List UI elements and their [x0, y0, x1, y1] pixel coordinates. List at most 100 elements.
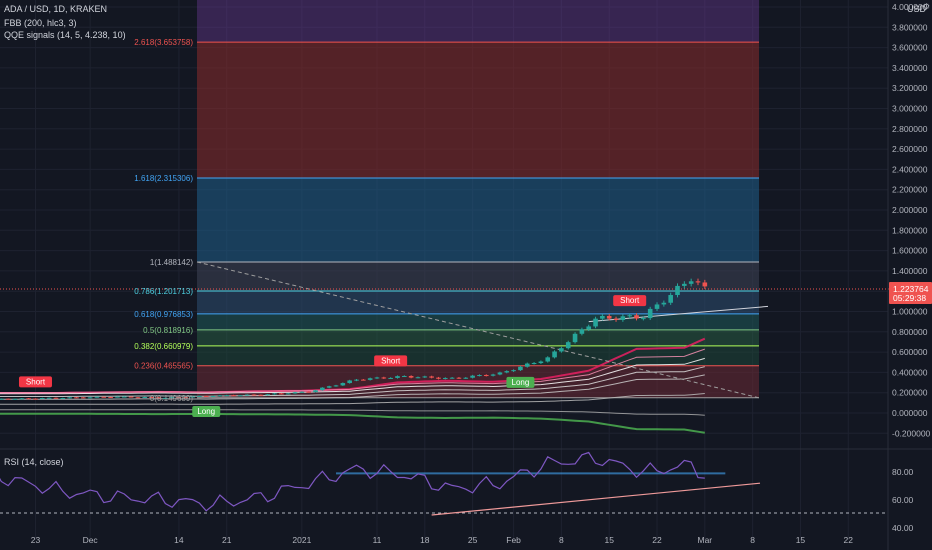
time-tick-label: Dec	[83, 535, 99, 545]
candle-body	[422, 376, 428, 378]
fib-zone	[197, 261, 759, 292]
signal-label-long: Long	[197, 407, 215, 416]
fbb-legend[interactable]: FBB (200, hlc3, 3)	[4, 18, 77, 28]
price-tick-label: 1.000000	[892, 307, 928, 317]
candle-body	[565, 342, 571, 349]
candle-body	[436, 377, 441, 379]
candle-body	[67, 397, 72, 399]
candle-body	[0, 398, 4, 400]
time-tick-label: 25	[468, 535, 478, 545]
signal-badge-short	[18, 376, 52, 388]
rsi-line	[0, 451, 705, 512]
candle-body	[121, 396, 127, 398]
candle-body	[244, 394, 250, 396]
candle-body	[285, 393, 291, 395]
signal-label-long: Long	[512, 378, 530, 387]
candle-body	[203, 395, 209, 397]
fib-label-0.786: 0.786(1.201713)	[134, 287, 193, 296]
band-line	[0, 348, 705, 393]
candle-body	[477, 375, 482, 377]
price-tick-label: -0.200000	[892, 428, 931, 438]
candle-body	[313, 390, 318, 393]
candle-body	[279, 393, 284, 395]
candle-body	[504, 371, 510, 373]
candle-body	[559, 348, 564, 352]
settings-icon[interactable]: ⚙	[922, 2, 930, 11]
candle-body	[641, 318, 646, 320]
price-candles	[0, 278, 708, 400]
time-tick-label: 21	[222, 535, 232, 545]
candle-body	[354, 379, 359, 381]
candle-body	[511, 370, 516, 372]
candle-body	[320, 387, 325, 391]
candle-body	[81, 397, 86, 399]
price-tick-label: 2.600000	[892, 144, 928, 154]
candle-body	[538, 361, 544, 364]
candle-body	[46, 397, 52, 399]
candle-body	[470, 375, 475, 378]
candle-body	[238, 395, 243, 397]
candle-body	[668, 295, 673, 303]
candle-body	[258, 394, 264, 396]
fib-label-1.618: 1.618(2.315306)	[134, 174, 193, 183]
price-tag-countdown: 05:29:38	[893, 293, 926, 303]
candle-body	[442, 377, 448, 379]
rsi-legend[interactable]: RSI (14, close)	[4, 457, 64, 467]
candle-body	[661, 302, 667, 305]
time-tick-label: 15	[604, 535, 614, 545]
candle-body	[347, 380, 352, 384]
fib-zone	[197, 291, 759, 314]
candle-body	[647, 308, 653, 319]
symbol-legend[interactable]: ADA / USD, 1D, KRAKEN	[4, 4, 108, 14]
candle-body	[265, 394, 271, 396]
candle-body	[94, 396, 100, 398]
candle-body	[415, 377, 421, 379]
candle-body	[340, 383, 346, 386]
fib-zones	[197, 0, 759, 398]
price-tick-label: 0.400000	[892, 367, 928, 377]
candle-body	[306, 391, 311, 393]
candle-body	[654, 304, 660, 309]
candle-body	[579, 329, 585, 334]
qqe-signals: Short Long Short Long Short	[18, 295, 647, 418]
fib-zone	[197, 0, 759, 43]
fib-diagonal	[196, 261, 760, 399]
price-axis: -0.200000 0.000000 0.200000 0.400000 0.60000…	[887, 0, 931, 550]
candle-body	[408, 376, 414, 378]
time-tick-label: 22	[652, 535, 662, 545]
candle-body	[572, 333, 578, 343]
candle-body	[613, 318, 619, 320]
candle-body	[463, 377, 469, 379]
time-tick-label: 22	[844, 535, 854, 545]
candle-body	[381, 377, 387, 379]
price-tick-label: 3.800000	[892, 22, 928, 32]
candle-body	[19, 398, 25, 400]
time-tick-label: Mar	[698, 535, 713, 545]
candle-body	[682, 283, 687, 286]
candle-body	[402, 376, 407, 378]
fib-zone	[197, 345, 759, 366]
price-tick-label: 0.000000	[892, 408, 928, 418]
trend-lines	[0, 261, 932, 399]
candle-body	[586, 326, 592, 330]
price-tick-label: 3.400000	[892, 63, 928, 73]
candle-body	[524, 363, 530, 367]
candle-body	[620, 316, 626, 320]
fib-label-0: 0(0.149689)	[150, 394, 193, 403]
price-tick-label: 3.000000	[892, 104, 928, 114]
signal-badge-short	[374, 355, 408, 367]
qqe-legend[interactable]: QQE signals (14, 5, 4.238, 10)	[4, 30, 126, 40]
bollinger-bands	[0, 337, 706, 434]
candle-body	[142, 397, 148, 399]
candle-body	[224, 395, 230, 397]
price-tag-box	[889, 282, 932, 304]
time-tick-label: 2021	[292, 535, 311, 545]
price-tick-label: 0.800000	[892, 327, 928, 337]
candle-body	[367, 378, 373, 380]
candle-body	[388, 377, 393, 379]
band-line	[0, 412, 705, 434]
fib-label-0.236: 0.236(0.465565)	[134, 362, 193, 371]
candle-body	[217, 395, 223, 397]
rsi-tick-label: 40.00	[892, 523, 914, 533]
